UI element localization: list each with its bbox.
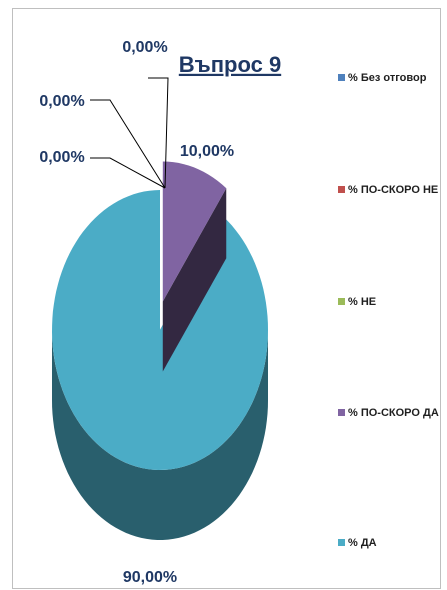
leader-line (90, 99, 166, 189)
data-label: 0,00% (39, 93, 84, 110)
legend-swatch (338, 298, 345, 305)
legend-label: % ПО-СКОРО ДА (348, 407, 439, 419)
data-label: 0,00% (39, 149, 84, 166)
slice-side (52, 330, 268, 540)
chart-title: Въпрос 9 (179, 52, 281, 77)
legend-swatch (338, 186, 345, 193)
legend-label: % Без отговор (348, 72, 427, 84)
legend-label: % НЕ (348, 296, 376, 308)
data-label: 0,00% (122, 39, 167, 56)
leader-line (90, 157, 166, 189)
data-label: 90,00% (123, 569, 177, 586)
leader-line (148, 77, 169, 189)
legend-swatch (338, 409, 345, 416)
slice (162, 161, 227, 302)
data-label: 10,00% (180, 143, 234, 160)
legend-label: % ДА (348, 537, 377, 549)
legend-label: % ПО-СКОРО НЕ (348, 184, 438, 196)
slice-wall (162, 188, 227, 372)
legend-swatch (338, 74, 345, 81)
legend-swatch (338, 539, 345, 546)
